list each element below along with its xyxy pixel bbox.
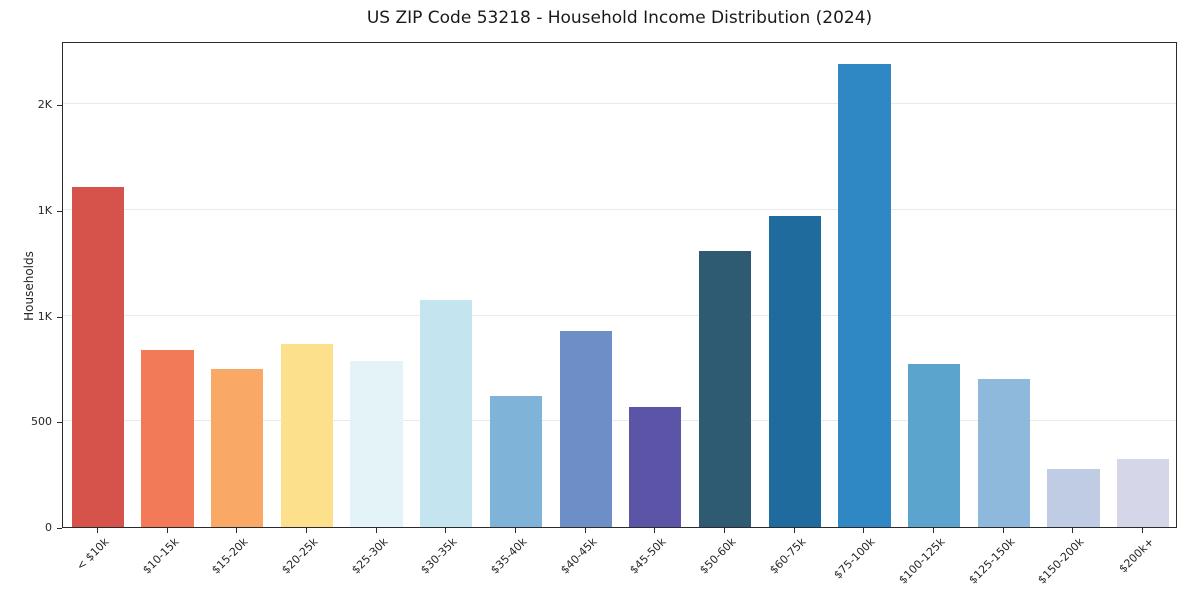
- y-tick-mark: [57, 316, 62, 318]
- bar-$35-40k: [489, 396, 543, 527]
- x-tick-label: $150-200k: [1035, 535, 1087, 587]
- bar-$25-30k: [350, 361, 403, 527]
- x-tick-mark: [933, 528, 935, 533]
- y-axis-label: Households: [22, 251, 36, 321]
- x-tick-mark: [305, 528, 307, 533]
- x-tick-label: $25-30k: [348, 535, 391, 577]
- y-tick-mark: [57, 211, 62, 213]
- y-tick-mark: [57, 105, 62, 107]
- gridline: [63, 103, 1176, 105]
- gridline: [63, 314, 1176, 316]
- x-tick-label: $45-50k: [627, 535, 669, 577]
- x-tick-label: $50-60k: [697, 535, 739, 577]
- bar-$20-25k: [280, 344, 334, 527]
- bar-$50-60k: [698, 251, 752, 527]
- x-tick-mark: [584, 528, 586, 533]
- x-tick-label: $10-15k: [139, 535, 182, 577]
- x-tick-mark: [724, 528, 726, 533]
- x-tick-mark: [863, 528, 865, 533]
- bar-$150-200k: [1047, 468, 1100, 527]
- x-tick-mark: [793, 528, 795, 533]
- x-tick-mark: [445, 528, 447, 533]
- x-tick-label: $100-125k: [896, 535, 948, 587]
- x-tick-mark: [654, 528, 656, 533]
- x-tick-mark: [1142, 528, 1144, 533]
- x-tick-label: $20-25k: [279, 535, 321, 577]
- plot-area: [62, 42, 1177, 528]
- x-tick-label: $35-40k: [488, 535, 530, 577]
- x-tick-label: $125-150k: [966, 535, 1018, 587]
- x-tick-mark: [375, 528, 377, 533]
- bar-$75-100k: [838, 64, 891, 527]
- x-tick-mark: [514, 528, 516, 533]
- bar-$45-50k: [629, 406, 682, 527]
- chart-title: US ZIP Code 53218 - Household Income Dis…: [366, 8, 873, 28]
- bar-$125-150k: [977, 379, 1030, 527]
- bar-$15-20k: [211, 368, 264, 527]
- y-tick-mark: [57, 422, 62, 424]
- x-tick-label: $15-20k: [209, 535, 251, 577]
- x-tick-label: $30-35k: [418, 535, 460, 577]
- bar-$40-45k: [559, 330, 612, 527]
- y-tick-label: 2K: [37, 98, 52, 112]
- y-tick-label: 1K: [37, 309, 52, 323]
- x-tick-label: $75-100k: [831, 535, 878, 582]
- y-tick-label: 0: [45, 521, 52, 534]
- y-tick-mark: [57, 528, 62, 529]
- bar-< $10k: [71, 186, 124, 527]
- x-tick-mark: [1072, 528, 1074, 533]
- bar-$10-15k: [141, 349, 194, 527]
- bar-$30-35k: [420, 299, 473, 527]
- x-tick-mark: [236, 528, 238, 533]
- x-tick-label: < $10k: [73, 535, 112, 573]
- x-tick-label: $40-45k: [557, 535, 600, 577]
- bar-$60-75k: [768, 216, 821, 527]
- x-tick-mark: [166, 528, 168, 533]
- gridline: [63, 420, 1176, 422]
- bar-$100-125k: [907, 364, 961, 527]
- x-tick-mark: [1002, 528, 1004, 533]
- x-tick-mark: [96, 528, 98, 533]
- gridline: [63, 209, 1176, 211]
- bar-$200k+: [1117, 459, 1170, 527]
- x-tick-label: $200k+: [1116, 535, 1157, 576]
- y-tick-label: 1K: [37, 204, 52, 218]
- x-tick-label: $60-75k: [766, 535, 809, 577]
- y-tick-label: 500: [31, 415, 52, 429]
